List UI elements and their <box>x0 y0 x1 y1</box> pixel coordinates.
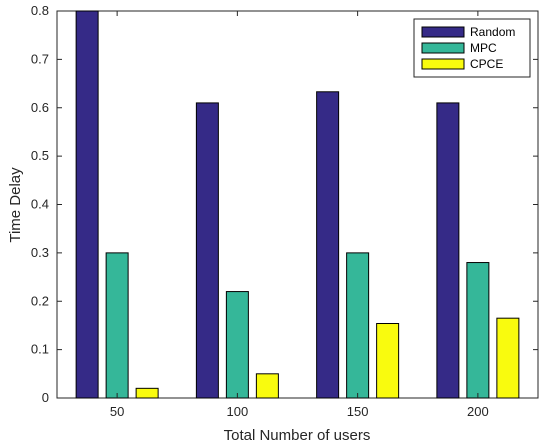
x-tick-label: 150 <box>347 404 369 419</box>
bar-random <box>436 102 460 399</box>
y-tick-label: 0.8 <box>31 3 49 18</box>
bar-mpc <box>466 262 490 399</box>
legend: Random MPC CPCE <box>413 18 531 78</box>
legend-label-mpc: MPC <box>470 41 497 55</box>
y-tick-label: 0.5 <box>31 148 49 163</box>
bar-cpce <box>376 323 400 399</box>
y-tick-label: 0.4 <box>31 197 49 212</box>
legend-swatch-mpc <box>421 42 465 54</box>
bar-random <box>195 102 219 399</box>
y-tick-label: 0.6 <box>31 100 49 115</box>
x-tick-label: 100 <box>227 404 249 419</box>
legend-swatch-random <box>421 26 465 38</box>
legend-label-random: Random <box>470 25 515 39</box>
x-tick-label: 50 <box>110 404 124 419</box>
y-axis-label: Time Delay <box>7 167 24 243</box>
bar-mpc <box>346 252 370 399</box>
y-tick-label: 0.7 <box>31 51 49 66</box>
y-tick-label: 0.2 <box>31 293 49 308</box>
bar-cpce <box>255 373 279 399</box>
bar-random <box>316 91 340 399</box>
legend-swatch-cpce <box>421 58 465 70</box>
bar-mpc <box>105 252 129 399</box>
bar-cpce <box>135 387 159 399</box>
bar-random <box>75 10 99 399</box>
x-axis-label: Total Number of users <box>224 427 371 444</box>
y-tick-label: 0.1 <box>31 342 49 357</box>
legend-label-cpce: CPCE <box>470 57 503 71</box>
x-tick-label: 200 <box>467 404 489 419</box>
bar-cpce <box>496 317 520 399</box>
y-tick-label: 0 <box>42 390 49 405</box>
y-tick-label: 0.3 <box>31 245 49 260</box>
bar-mpc <box>225 291 249 399</box>
